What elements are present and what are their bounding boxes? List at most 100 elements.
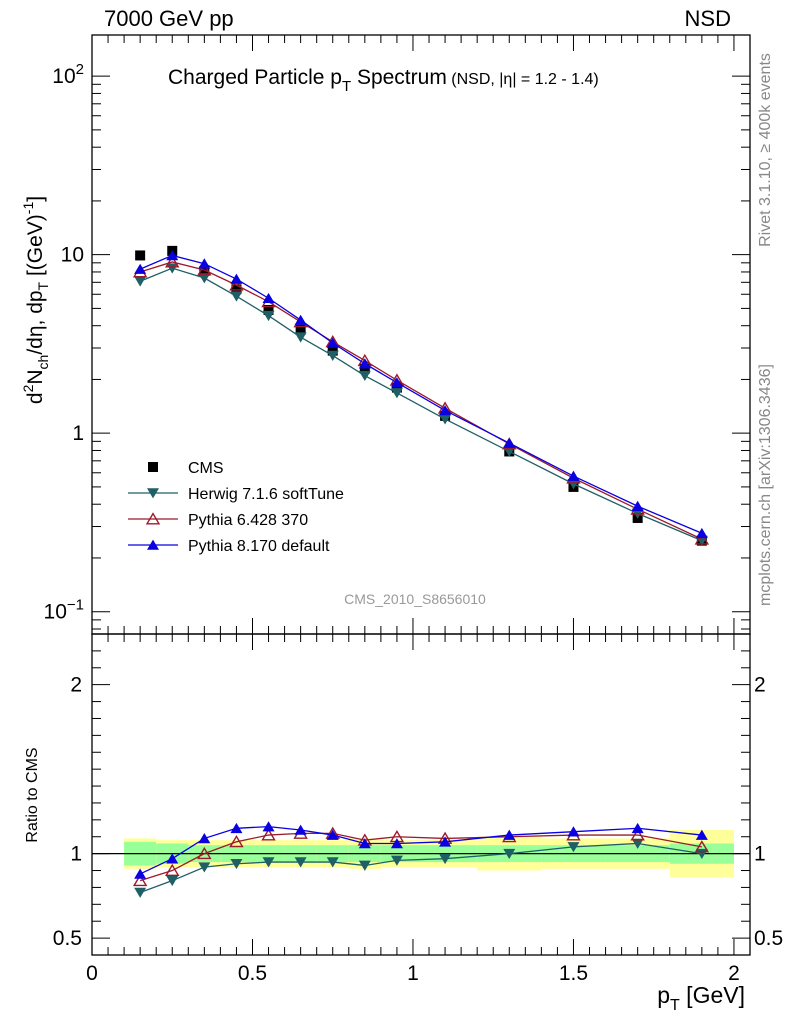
ratio-point-pythia-6-428-370 — [229, 835, 244, 848]
point-cms — [263, 304, 274, 315]
legend-label-pythia-8-170-default: Pythia 8.170 default — [188, 538, 330, 555]
ratio-point-herwig-7-1-6-softtune — [230, 858, 243, 870]
x-tick-label: 1.5 — [559, 962, 588, 985]
point-pythia-6-428-370 — [229, 278, 244, 291]
axes — [91, 34, 751, 956]
ratio-point-pythia-8-170-default — [326, 829, 339, 840]
point-pythia-8-170-default — [567, 470, 580, 481]
point-cms — [327, 345, 338, 356]
ratio-point-pythia-6-428-370 — [630, 828, 645, 841]
ratio-point-pythia-8-170-default — [134, 868, 147, 879]
point-pythia-8-170-default — [294, 314, 307, 325]
x-tick-label: 0.5 — [238, 962, 267, 985]
legend-label-pythia-6-428-370: Pythia 6.428 370 — [188, 512, 308, 529]
point-pythia-8-170-default — [439, 405, 452, 416]
line-herwig-7-1-6-softtune — [139, 267, 703, 542]
ratio-y-tick-label-left: 0.5 — [53, 927, 82, 950]
ratio-frame — [91, 633, 751, 956]
ratio-y-axis-title: Ratio to CMS — [24, 747, 41, 842]
point-herwig-7-1-6-softtune — [567, 479, 580, 490]
ratio-point-herwig-7-1-6-softtune — [134, 887, 147, 898]
y-axis-title: d2Nch/dη, dpT [(GeV)-1] — [20, 196, 51, 404]
point-cms — [295, 324, 306, 335]
ratio-point-pythia-8-170-default — [198, 833, 211, 844]
ratio-y-tick-label-right: 1 — [754, 843, 766, 866]
legend: CMS Herwig 7.1.6 softTune Pythia 6.428 370… — [128, 460, 344, 555]
point-pythia-8-170-default — [230, 273, 243, 284]
ratio-y-tick-label-right: 0.5 — [754, 927, 783, 950]
x-tick-label: 0 — [86, 962, 98, 985]
ratio-line-pythia-6-428-370 — [139, 832, 702, 882]
main-y-tick-label: 10−1 — [44, 597, 84, 624]
point-pythia-8-170-default — [390, 377, 403, 388]
ratio-point-pythia-8-170-default — [503, 829, 516, 840]
main-panel-series — [132, 245, 710, 547]
point-pythia-8-170-default — [326, 337, 339, 348]
point-herwig-7-1-6-softtune — [358, 370, 371, 382]
point-herwig-7-1-6-softtune — [326, 350, 339, 361]
point-pythia-8-170-default — [198, 258, 211, 269]
legend-marker-pythia-6-428-370 — [145, 512, 161, 525]
point-herwig-7-1-6-softtune — [134, 276, 147, 287]
point-pythia-6-428-370 — [165, 255, 180, 268]
ratio-point-pythia-6-428-370 — [165, 863, 180, 877]
analysis-watermark: CMS_2010_S8656010 — [344, 591, 486, 607]
ratio-point-pythia-8-170-default — [358, 838, 371, 849]
ratio-y-tick-label-left: 2 — [70, 674, 82, 697]
legend-label-cms: CMS — [188, 460, 224, 477]
point-pythia-8-170-default — [262, 292, 275, 304]
ratio-point-pythia-8-170-default — [439, 836, 452, 847]
point-pythia-6-428-370 — [694, 532, 710, 545]
x-axis-title: pT [GeV] — [657, 982, 745, 1014]
point-cms — [359, 363, 370, 374]
ratio-point-pythia-6-428-370 — [261, 828, 276, 841]
process-label: NSD — [684, 6, 731, 31]
ratio-point-pythia-8-170-default — [294, 824, 307, 835]
ratio-point-herwig-7-1-6-softtune — [567, 842, 580, 853]
main-y-tick-label: 102 — [52, 61, 84, 88]
ratio-point-pythia-6-428-370 — [132, 873, 148, 887]
x-tick-label: 1 — [407, 962, 419, 985]
ratio-point-pythia-8-170-default — [695, 829, 708, 840]
point-pythia-8-170-default — [358, 358, 371, 369]
point-herwig-7-1-6-softtune — [166, 263, 179, 274]
point-pythia-8-170-default — [631, 500, 644, 511]
point-pythia-8-170-default — [166, 250, 179, 261]
ratio-point-pythia-8-170-default — [631, 822, 644, 834]
legend-marker-herwig-7-1-6-softtune — [147, 488, 159, 499]
point-herwig-7-1-6-softtune — [390, 388, 403, 399]
point-herwig-7-1-6-softtune — [198, 273, 211, 284]
ratio-point-pythia-8-170-default — [230, 822, 243, 834]
point-cms — [199, 265, 210, 276]
ratio-point-herwig-7-1-6-softtune — [198, 862, 211, 873]
ratio-point-pythia-8-170-default — [166, 853, 179, 864]
point-cms — [135, 250, 146, 261]
x-tick-label: 2 — [728, 962, 740, 985]
line-pythia-8-170-default — [139, 254, 703, 534]
legend-label-herwig-7-1-6-softtune: Herwig 7.1.6 softTune — [188, 486, 344, 503]
ratio-point-herwig-7-1-6-softtune — [326, 857, 339, 868]
ratio-point-pythia-8-170-default — [567, 826, 580, 837]
point-cms — [391, 382, 402, 393]
point-pythia-8-170-default — [134, 263, 147, 274]
ratio-y-tick-label-right: 2 — [754, 674, 766, 697]
point-herwig-7-1-6-softtune — [439, 414, 452, 425]
point-herwig-7-1-6-softtune — [262, 310, 275, 322]
ratio-line-pythia-8-170-default — [139, 825, 702, 875]
ratio-point-herwig-7-1-6-softtune — [631, 838, 644, 849]
ratio-point-herwig-7-1-6-softtune — [262, 857, 275, 868]
chart-title: Charged Particle pT Spectrum (NSD, |η| =… — [168, 66, 599, 95]
ratio-point-herwig-7-1-6-softtune — [166, 875, 179, 887]
ratio-point-herwig-7-1-6-softtune — [390, 855, 403, 866]
ratio-point-pythia-8-170-default — [390, 838, 403, 849]
ratio-line-herwig-7-1-6-softtune — [139, 842, 702, 894]
ratio-point-herwig-7-1-6-softtune — [294, 857, 307, 868]
main-y-tick-label: 10 — [61, 244, 84, 267]
point-pythia-8-170-default — [695, 527, 708, 539]
ratio-point-pythia-6-428-370 — [197, 846, 212, 860]
point-pythia-8-170-default — [503, 437, 516, 448]
legend-marker-pythia-8-170-default — [147, 539, 159, 550]
energy-label: 7000 GeV pp — [104, 6, 234, 31]
